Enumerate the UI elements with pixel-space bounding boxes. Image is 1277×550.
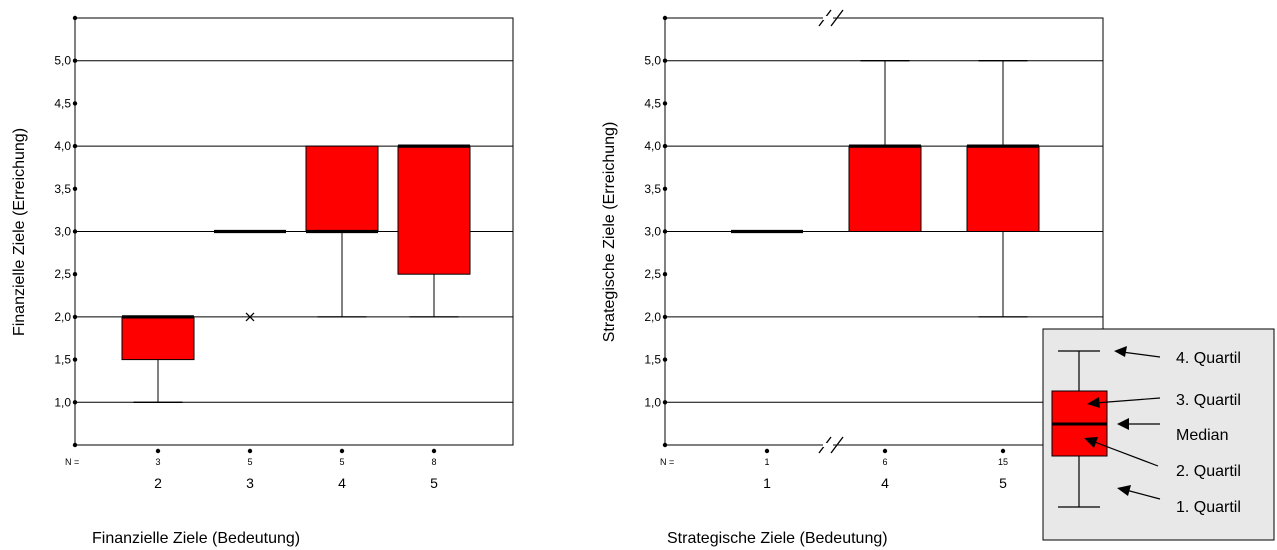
y-tick-label: 3,0 (54, 225, 71, 239)
legend-label-1st-quartile: 1. Quartil (1176, 499, 1241, 516)
y-tick-dot (72, 58, 78, 63)
x-tick-dot (1000, 448, 1006, 454)
y-tick-dot (72, 186, 78, 191)
n-value: 5 (339, 457, 344, 467)
axis-dot (662, 15, 668, 21)
y-tick-label: 3,0 (644, 225, 661, 239)
y-tick-label: 1,5 (644, 353, 661, 367)
outlier-marker (245, 312, 255, 322)
y-tick-dot (72, 229, 78, 234)
y-tick-label: 2,0 (644, 310, 661, 324)
y-tick-label: 2,0 (54, 310, 71, 324)
y-axis-label: Finanzielle Ziele (Erreichung) (11, 128, 28, 336)
y-tick-dot (72, 314, 78, 320)
axis-dot (662, 442, 668, 448)
n-value: 15 (998, 457, 1008, 467)
y-axis-label: Strategische Ziele (Erreichung) (601, 122, 618, 343)
y-tick-label: 4,5 (644, 96, 661, 110)
box (305, 145, 379, 233)
y-tick-dot (662, 272, 668, 277)
y-tick-dot (72, 272, 78, 277)
x-tick-label: 4 (338, 475, 346, 491)
box (848, 145, 922, 233)
x-tick-label: 1 (763, 475, 771, 491)
quartile-legend: 4. Quartil 3. Quartil Median 2. Quartil … (1042, 328, 1275, 541)
n-label: N = (65, 457, 79, 467)
box (397, 145, 471, 275)
y-tick-label: 4,5 (54, 96, 71, 110)
x-tick-dot (431, 448, 437, 454)
n-value: 1 (764, 457, 769, 467)
x-tick-dot (155, 448, 161, 454)
y-tick-label: 2,5 (54, 267, 71, 281)
y-tick-label: 4,0 (54, 139, 71, 153)
legend-arrow-1st-quartile (1117, 485, 1161, 500)
y-tick-label: 5,0 (644, 54, 661, 68)
n-value: 3 (155, 457, 160, 467)
n-label: N = (660, 457, 674, 467)
axis-dot (72, 15, 78, 21)
axis-break-mark (830, 9, 844, 27)
y-tick-dot (662, 101, 668, 106)
axis-break-gap (823, 16, 833, 20)
x-tick-dot (247, 448, 253, 454)
y-tick-dot (72, 101, 78, 106)
y-tick-label: 1,5 (54, 353, 71, 367)
y-tick-label: 5,0 (54, 54, 71, 68)
y-tick-dot (662, 314, 668, 320)
legend-label-median: Median (1176, 427, 1228, 444)
y-tick-label: 3,5 (54, 182, 71, 196)
x-tick-label: 5 (999, 475, 1007, 491)
legend-arrow-2nd-quartile (1084, 437, 1159, 467)
x-axis-label: Finanzielle Ziele (Bedeutung) (92, 530, 300, 547)
y-tick-label: 1,0 (54, 395, 71, 409)
x-tick-dot (339, 448, 345, 454)
legend-label-4th-quartile: 4. Quartil (1176, 350, 1241, 367)
x-axis-label: Strategische Ziele (Bedeutung) (667, 530, 888, 547)
legend-arrow-3rd-quartile (1087, 397, 1161, 408)
n-value: 5 (247, 457, 252, 467)
axis-dot (72, 442, 78, 448)
y-tick-dot (662, 186, 668, 191)
y-tick-dot (72, 357, 78, 362)
x-tick-label: 3 (246, 475, 254, 491)
x-tick-label: 5 (430, 475, 438, 491)
axis-break-mark (830, 436, 844, 454)
n-value: 8 (431, 457, 436, 467)
y-tick-dot (662, 229, 668, 234)
y-tick-dot (662, 400, 668, 405)
y-tick-label: 3,5 (644, 182, 661, 196)
box (966, 145, 1040, 233)
n-value: 6 (882, 457, 887, 467)
y-tick-label: 1,0 (644, 395, 661, 409)
y-tick-label: 4,0 (644, 139, 661, 153)
axis-break-gap (823, 443, 833, 447)
legend-arrow-4th-quartile (1114, 346, 1161, 358)
legend-label-3rd-quartile: 3. Quartil (1176, 392, 1241, 409)
strategic-goals-chart: Strategische Ziele (Erreichung) Strategi… (601, 9, 1104, 547)
financial-goals-chart: Finanzielle Ziele (Erreichung) Finanziel… (11, 15, 514, 547)
y-tick-dot (662, 58, 668, 63)
x-tick-dot (764, 448, 770, 454)
x-tick-label: 4 (881, 475, 889, 491)
y-tick-dot (72, 400, 78, 405)
y-tick-dot (662, 143, 668, 149)
legend-label-2nd-quartile: 2. Quartil (1176, 463, 1241, 480)
x-tick-dot (882, 448, 888, 454)
x-tick-label: 2 (154, 475, 162, 491)
legend-arrow-median (1117, 418, 1160, 430)
y-tick-dot (662, 357, 668, 362)
box (121, 316, 195, 361)
y-tick-label: 2,5 (644, 267, 661, 281)
y-tick-dot (72, 143, 78, 149)
